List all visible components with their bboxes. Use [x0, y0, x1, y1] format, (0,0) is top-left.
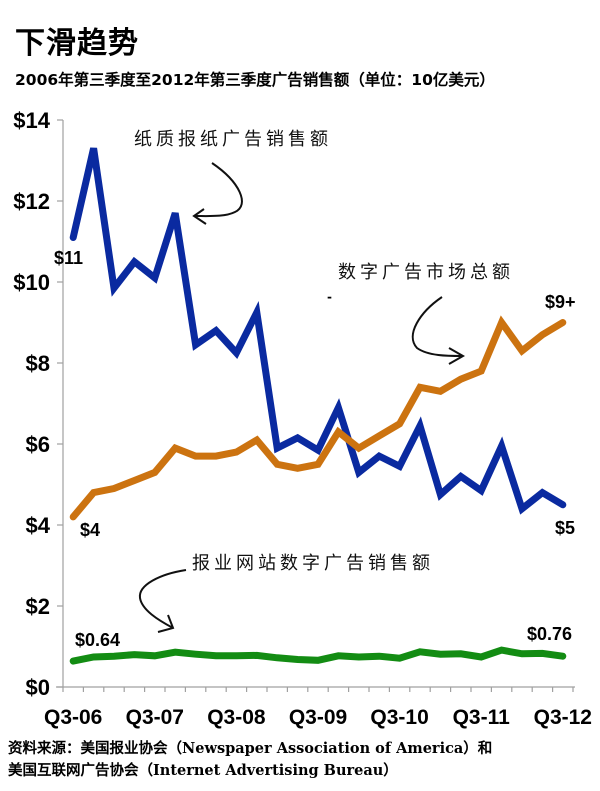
- label-print-start: $11: [54, 248, 83, 268]
- x-tick-label: Q3-11: [453, 706, 511, 729]
- source-note: 资料来源：美国报业协会（Newspaper Association of Ame…: [8, 738, 492, 782]
- y-tick-label: $12: [13, 189, 50, 214]
- annotation-digital-total: 数字广告市场总额: [338, 262, 514, 283]
- x-tick-label: Q3-06: [44, 706, 102, 729]
- x-tick-label: Q3-09: [289, 706, 347, 729]
- x-tick-label: Q3-12: [534, 706, 592, 729]
- series-digital-total-line: [69, 315, 567, 521]
- label-web-start: $0.64: [75, 630, 120, 650]
- series-newspaper-web-line: [69, 646, 567, 665]
- chart-subtitle: 2006年第三季度至2012年第三季度广告销售额（单位：10亿美元）: [15, 71, 495, 89]
- data-labels: $11 $5 $4 $9+ $0.64 $0.76: [54, 248, 576, 650]
- y-tick-label: $14: [13, 108, 50, 133]
- source-line-2: 美国互联网广告协会（Internet Advertising Bureau）: [8, 762, 398, 779]
- series-print-line: [69, 147, 567, 515]
- arrow-print-icon: [192, 162, 243, 225]
- y-tick-label: $4: [26, 513, 51, 538]
- label-print-end: $5: [555, 518, 575, 538]
- label-digital-start: $4: [80, 520, 100, 540]
- chart-axes: $0 $2 $4 $6 $8 $10 $12 $14 Q3-06 Q3-07 Q3-08 Q3-09 Q…: [13, 108, 592, 729]
- arrow-digital-total-icon: [411, 296, 466, 365]
- y-tick-label: $0: [26, 675, 50, 700]
- source-line-1: 资料来源：美国报业协会（Newspaper Association of Ame…: [8, 740, 493, 757]
- x-tick-label: Q3-10: [370, 706, 428, 729]
- y-tick-label: $6: [26, 432, 50, 457]
- x-tick-label: Q3-08: [207, 706, 266, 729]
- y-tick-label: $10: [13, 270, 50, 295]
- annotations: 纸质报纸广告销售额 数字广告市场总额 - 报业网站数字广告销售额: [134, 129, 514, 633]
- stray-mark: -: [327, 290, 332, 304]
- annotation-print: 纸质报纸广告销售额: [134, 129, 332, 150]
- annotation-newspaper-web: 报业网站数字广告销售额: [192, 553, 434, 574]
- y-tick-label: $8: [26, 351, 50, 376]
- chart-title: 下滑趋势: [15, 26, 139, 61]
- y-tick-label: $2: [26, 594, 50, 619]
- label-web-end: $0.76: [527, 624, 572, 644]
- chart-series: [69, 147, 567, 665]
- label-digital-end: $9+: [545, 292, 576, 312]
- x-tick-label: Q3-07: [126, 706, 184, 729]
- arrow-newspaper-web-icon: [138, 569, 187, 633]
